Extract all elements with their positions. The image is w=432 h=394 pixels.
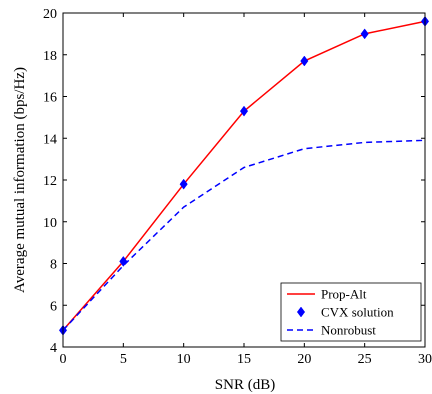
data-point-marker <box>179 178 188 190</box>
x-tick-label: 10 <box>177 352 191 367</box>
y-axis-label: Average mutual information (bps/Hz) <box>12 67 28 293</box>
y-tick-label: 12 <box>43 174 57 189</box>
y-tick-label: 20 <box>43 7 57 22</box>
data-point-marker <box>360 28 369 40</box>
x-tick-label: 25 <box>358 352 372 367</box>
x-tick-label: 20 <box>297 352 311 367</box>
y-tick-label: 4 <box>50 341 57 356</box>
data-point-marker <box>239 105 249 117</box>
data-point-marker <box>300 55 309 67</box>
x-axis-label: SNR (dB) <box>215 377 275 393</box>
legend-label: Nonrobust <box>321 323 376 338</box>
x-tick-label: 0 <box>60 352 67 367</box>
series-line-2 <box>62 139 426 331</box>
legend-label: Prop-Alt <box>321 287 367 302</box>
data-point-marker <box>119 255 128 267</box>
axes: 0 5 10 15 20 25 30 4 6 8 10 12 14 16 18 20 <box>43 7 432 367</box>
legend: Prop-Alt CVX solution Nonrobust <box>280 282 422 342</box>
legend-swatch-marker <box>296 306 306 318</box>
y-tick-label: 8 <box>50 258 57 273</box>
y-tick-label: 10 <box>43 216 57 231</box>
x-tick-label: 15 <box>237 352 251 367</box>
x-tick-label: 5 <box>120 352 127 367</box>
legend-label: CVX solution <box>321 305 394 320</box>
y-tick-label: 14 <box>43 132 57 147</box>
x-tick-label: 30 <box>418 352 432 367</box>
y-tick-label: 18 <box>43 49 57 64</box>
y-tick-label: 16 <box>43 91 57 106</box>
y-tick-label: 6 <box>50 299 57 314</box>
